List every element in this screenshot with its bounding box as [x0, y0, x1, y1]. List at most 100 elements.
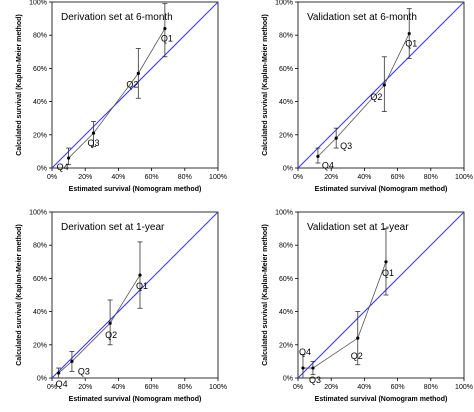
y-tick-label: 80% — [279, 33, 293, 40]
calibration-line — [68, 28, 166, 159]
x-tick-label: 40% — [357, 174, 371, 181]
y-tick-label: 0% — [283, 376, 293, 383]
x-axis-title: Estimated survival (Nomogram method) — [69, 186, 202, 193]
x-tick-label: 40% — [111, 384, 125, 391]
calibration-panel-3: 0%0% 20% 20% 40% 40% 60% 60% 80% 80% 100% 100% Esti… — [16, 210, 227, 404]
data-point — [138, 273, 142, 277]
quartile-label: Q4 — [299, 347, 311, 357]
x-tick-label: 0% — [293, 384, 303, 391]
y-tick-label: 0% — [283, 166, 293, 173]
y-tick-label: 20% — [33, 342, 47, 349]
x-tick-label: 0% — [293, 174, 303, 181]
calibration-line — [58, 274, 141, 374]
data-point — [67, 156, 71, 160]
x-tick-label: 60% — [391, 384, 405, 391]
x-tick-label: 80% — [178, 174, 192, 181]
x-tick-label: 80% — [424, 384, 438, 391]
y-tick-label: 60% — [279, 276, 293, 283]
quartile-label: Q3 — [88, 138, 100, 148]
data-point — [356, 336, 360, 340]
y-axis-title: Calculated survival (Kaplan-Meier method… — [16, 224, 23, 366]
plot-frame — [297, 1, 465, 169]
data-point — [57, 371, 61, 375]
x-axis-title: Estimated survival (Nomogram method) — [315, 396, 448, 403]
y-tick-label: 40% — [33, 309, 47, 316]
reference-line — [297, 211, 465, 379]
y-tick-label: 80% — [33, 33, 47, 40]
plot-frame — [51, 1, 219, 169]
x-tick-label: 0% — [47, 174, 57, 181]
x-tick-label: 0% — [47, 384, 57, 391]
calibration-panel-1: 0%0% 20% 20% 40% 40% 60% 60% 80% 80% 100% 100% Esti… — [16, 0, 227, 193]
x-tick-label: 60% — [145, 174, 159, 181]
y-tick-label: 100% — [29, 210, 47, 217]
y-axis-title: Calculated survival (Kaplan-Meier method… — [262, 224, 269, 366]
quartile-label: Q4 — [322, 160, 334, 170]
data-point — [311, 366, 315, 370]
quartile-label: Q3 — [309, 375, 321, 385]
data-point — [316, 154, 320, 158]
calibration-line — [302, 261, 387, 369]
y-tick-label: 60% — [33, 276, 47, 283]
y-tick-label: 0% — [37, 166, 47, 173]
quartile-label: Q3 — [340, 141, 352, 151]
data-point — [301, 366, 305, 370]
x-tick-label: 20% — [78, 174, 92, 181]
x-tick-label: 60% — [391, 174, 405, 181]
x-axis-title: Estimated survival (Nomogram method) — [315, 186, 448, 193]
calibration-panel-4: 0%0% 20% 20% 40% 40% 60% 60% 80% 80% 100% 100% Esti… — [262, 210, 473, 404]
quartile-label: Q3 — [78, 366, 90, 376]
x-tick-label: 100% — [209, 384, 227, 391]
x-tick-label: 100% — [455, 174, 473, 181]
x-tick-label: 20% — [324, 174, 338, 181]
y-tick-label: 80% — [279, 243, 293, 250]
y-tick-label: 20% — [33, 132, 47, 139]
data-point — [334, 136, 338, 140]
y-tick-label: 100% — [275, 0, 293, 7]
quartile-label: Q4 — [56, 379, 68, 389]
y-tick-label: 60% — [33, 66, 47, 73]
data-point — [384, 260, 388, 264]
y-axis-title: Calculated survival (Kaplan-Meier method… — [262, 14, 269, 156]
x-tick-label: 100% — [455, 384, 473, 391]
data-point — [70, 359, 74, 363]
y-tick-label: 40% — [279, 99, 293, 106]
x-tick-label: 100% — [209, 174, 227, 181]
x-tick-label: 40% — [357, 384, 371, 391]
reference-line — [51, 1, 219, 169]
data-point — [108, 321, 112, 325]
reference-line — [51, 211, 219, 379]
data-point — [163, 26, 167, 31]
calibration-line — [317, 33, 410, 157]
calibration-panel-2: 0%0% 20% 20% 40% 40% 60% 60% 80% 80% 100% 100% Esti… — [262, 0, 473, 193]
quartile-label: Q2 — [370, 92, 382, 102]
quartile-label: Q2 — [351, 351, 363, 361]
reference-line — [297, 1, 465, 169]
x-tick-label: 80% — [178, 384, 192, 391]
x-tick-label: 40% — [111, 174, 125, 181]
x-axis-title: Estimated survival (Nomogram method) — [69, 396, 202, 403]
y-tick-label: 100% — [275, 210, 293, 217]
x-tick-label: 20% — [78, 384, 92, 391]
y-tick-label: 40% — [33, 99, 47, 106]
quartile-label: Q1 — [161, 34, 173, 44]
y-tick-label: 40% — [279, 309, 293, 316]
y-tick-label: 0% — [37, 376, 47, 383]
quartile-label: Q4 — [57, 162, 69, 172]
x-tick-label: 80% — [424, 174, 438, 181]
y-tick-label: 80% — [33, 243, 47, 250]
y-tick-label: 20% — [279, 132, 293, 139]
panel-title: Validation set at 1-year — [307, 222, 409, 233]
data-point — [382, 83, 386, 87]
data-point — [91, 131, 96, 135]
panel-title: Derivation set at 1-year — [61, 222, 165, 233]
panel-title: Derivation set at 6-month — [61, 12, 173, 23]
panel-title: Validation set at 6-month — [307, 12, 417, 23]
y-tick-label: 100% — [29, 0, 47, 7]
y-tick-label: 60% — [279, 66, 293, 73]
quartile-label: Q1 — [405, 39, 417, 49]
x-tick-label: 20% — [324, 384, 338, 391]
quartile-label: Q2 — [126, 79, 138, 89]
quartile-label: Q1 — [382, 268, 394, 278]
